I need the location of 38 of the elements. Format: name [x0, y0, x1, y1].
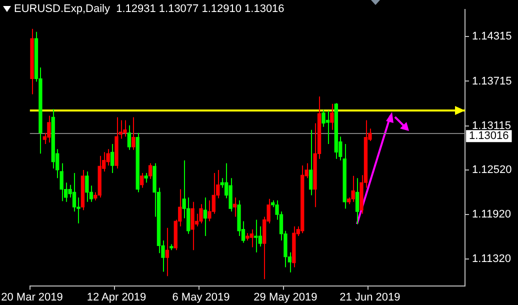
candlestick [355, 178, 360, 225]
candlestick [60, 162, 64, 202]
candlestick [110, 143, 114, 174]
candlestick [322, 109, 326, 128]
y-tick-label: 1.11320 [472, 253, 511, 266]
candlestick [254, 219, 258, 253]
candlestick [123, 120, 127, 138]
candlestick [144, 172, 148, 184]
y-tick-label: 1.14315 [472, 30, 512, 43]
x-tick-label: 21 Jun 2019 [340, 291, 400, 304]
x-tick-label: 6 May 2019 [172, 291, 230, 304]
candlestick [85, 170, 89, 202]
y-tick-label: 1.13115 [472, 120, 511, 132]
x-tick-label: 20 Mar 2019 [1, 291, 63, 304]
chart-title: EURUSD.Exp,Daily 1.12931 1.13077 1.12910 1.13016 [14, 3, 284, 15]
candlestick [148, 162, 152, 180]
candlestick [250, 228, 254, 248]
candlestick [199, 204, 203, 224]
candlestick [212, 172, 216, 214]
ref-line-label: 1.13016 [469, 130, 509, 142]
candlestick [165, 227, 170, 277]
candlestick [351, 175, 355, 202]
candlestick [47, 115, 51, 144]
candlestick [203, 196, 208, 237]
x-tick-label: 12 Apr 2019 [86, 291, 146, 304]
y-tick-label: 1.13715 [472, 75, 512, 88]
candlestick [72, 172, 76, 212]
candlestick [190, 201, 194, 251]
candlestick [127, 124, 132, 150]
candlestick [330, 103, 334, 130]
candlestick [308, 129, 313, 196]
candlestick [326, 110, 330, 144]
x-tick-label: 29 May 2019 [254, 291, 318, 304]
candlestick [232, 196, 237, 218]
y-tick-label: 1.12520 [472, 164, 512, 176]
y-tick-label: 1.11920 [472, 208, 511, 221]
candlestick [140, 172, 144, 188]
candlestick [132, 116, 136, 150]
